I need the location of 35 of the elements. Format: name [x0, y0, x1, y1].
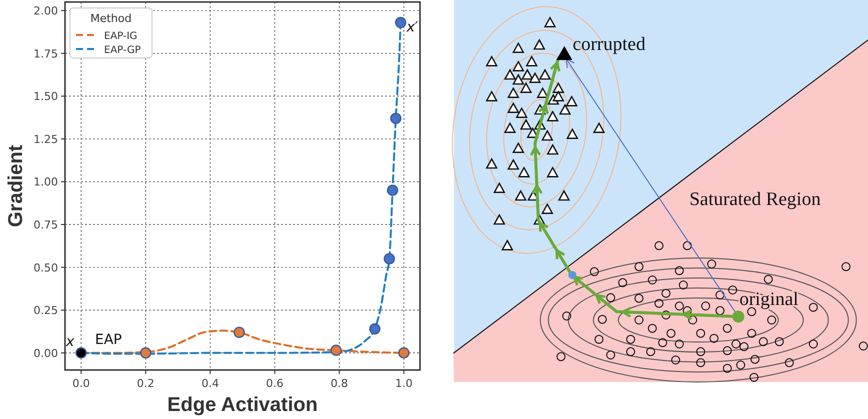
y-tick-label: 1.25 [34, 132, 58, 146]
x-tick-label: 0.4 [201, 377, 219, 390]
point [386, 184, 398, 196]
point [394, 16, 406, 28]
y-tick-label: 1.50 [34, 90, 58, 104]
point [234, 326, 245, 338]
y-axis-title: Gradient [5, 144, 27, 228]
y-tick-label: 0.00 [34, 346, 58, 360]
legend-title: Method [90, 12, 132, 25]
x-tick-label: 0.0 [72, 377, 90, 390]
y-tick-label: 0.25 [34, 304, 58, 318]
legend-label: EAP-IG [104, 31, 138, 42]
legend-label: EAP-GP [104, 45, 141, 56]
annotation: EAP [95, 332, 122, 348]
point [75, 347, 87, 359]
y-tick-label: 0.75 [34, 218, 58, 232]
text: Saturated Region [689, 189, 822, 210]
x-tick-label: 0.8 [330, 377, 348, 390]
point [398, 347, 410, 359]
x-tick-label: 1.0 [395, 377, 413, 390]
x-axis-title: Edge Activation [167, 394, 318, 416]
annotation: x′ [406, 20, 419, 36]
y-tick-label: 1.00 [34, 176, 58, 189]
x-tick-label: 0.6 [266, 377, 284, 390]
point [330, 344, 342, 356]
y-tick-label: 0.50 [34, 261, 58, 274]
y-tick-label: 1.75 [34, 47, 58, 60]
x-tick-label: 0.2 [136, 377, 154, 390]
point [140, 347, 152, 359]
text: corrupted [572, 34, 646, 55]
annotation: x [65, 334, 75, 350]
point [390, 112, 402, 124]
point [369, 323, 380, 335]
point [384, 253, 395, 264]
y-tick-label: 2.00 [34, 4, 58, 18]
